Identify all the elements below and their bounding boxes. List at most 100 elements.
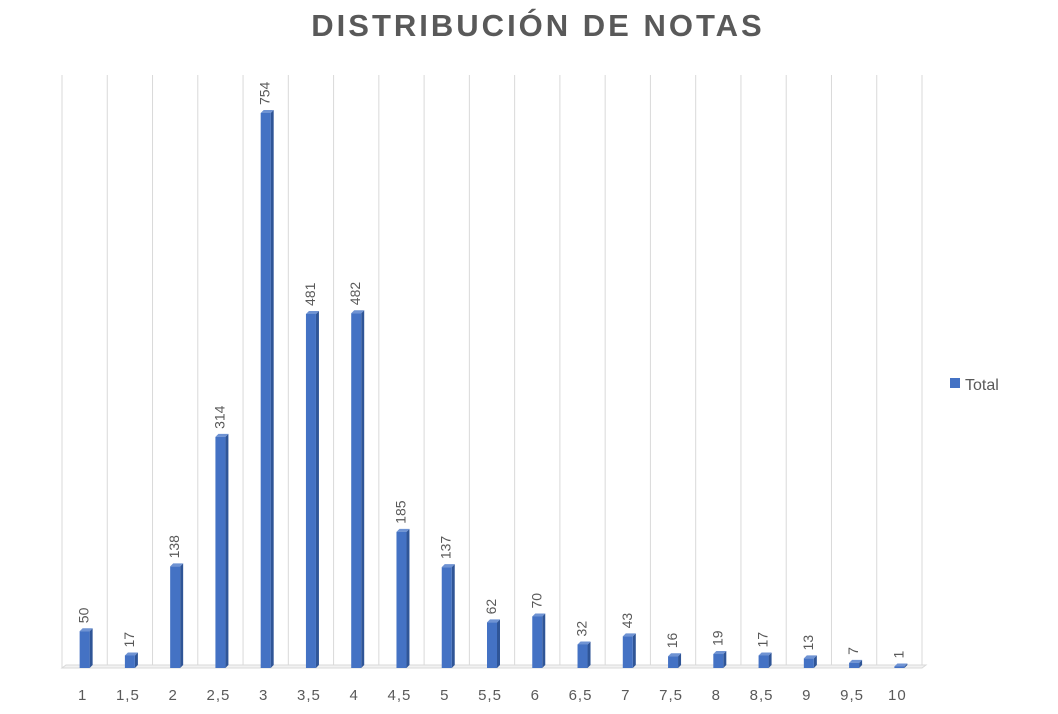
bar-top: [351, 310, 365, 314]
bar-top: [577, 641, 591, 645]
bar-front: [532, 616, 543, 668]
data-label: 32: [574, 621, 590, 637]
x-tick-label: 3,5: [297, 687, 321, 704]
x-tick-label: 6: [531, 687, 540, 704]
x-tick-label: 5: [440, 687, 449, 704]
x-tick-label: 6,5: [569, 687, 593, 704]
bar-top: [441, 564, 455, 568]
bar: [894, 663, 908, 668]
bar-front: [260, 113, 271, 668]
bar-side: [89, 628, 93, 668]
bar-top: [532, 613, 546, 617]
x-tick-label: 10: [888, 687, 907, 704]
bar-top: [894, 663, 908, 667]
bar-side: [587, 641, 591, 668]
data-label: 13: [800, 635, 816, 651]
data-label: 138: [166, 535, 182, 559]
bar-side: [225, 433, 229, 668]
data-label: 17: [755, 632, 771, 648]
bar-front: [351, 313, 362, 668]
data-label: 7: [845, 647, 861, 655]
data-label: 70: [528, 593, 544, 609]
bar-top: [668, 653, 682, 657]
bar-side: [180, 563, 184, 668]
bar: [668, 653, 682, 668]
x-tick-label: 4: [350, 687, 359, 704]
bar-front: [803, 658, 814, 668]
bar: [849, 659, 863, 668]
bar: [758, 652, 772, 668]
bar: [713, 651, 727, 668]
bar-top: [849, 659, 863, 663]
bar-side: [904, 663, 908, 668]
bar: [577, 641, 591, 668]
bar-front: [170, 566, 181, 668]
x-tick-label: 1: [78, 687, 87, 704]
bar-top: [170, 563, 184, 567]
bar: [351, 310, 365, 668]
bar-top: [487, 619, 500, 623]
bar-side: [270, 110, 274, 668]
bar-side: [406, 528, 410, 668]
bar-front: [79, 631, 90, 668]
x-axis-ticks: 1 1,5 2 2,5 3 3,5 4 4,5 5 5,5 6 6,5 7 7,5 8 8,5 9 9,5 10: [78, 687, 907, 704]
x-tick-label: 7: [621, 687, 630, 704]
bar-side: [361, 310, 365, 668]
x-tick-label: 1,5: [116, 687, 140, 704]
bar-top: [215, 433, 229, 437]
legend: Total: [950, 377, 999, 394]
bar-top: [758, 652, 772, 656]
bar: [803, 655, 817, 668]
bar-side: [451, 564, 455, 668]
bar-front: [441, 567, 452, 668]
data-label: 1: [890, 651, 906, 659]
bar-front: [668, 656, 679, 668]
bar-side: [497, 619, 500, 668]
bar: [215, 433, 229, 668]
bar-side: [315, 310, 319, 668]
bar: [170, 563, 184, 668]
x-tick-label: 9: [802, 687, 811, 704]
data-label: 481: [302, 282, 318, 306]
bar: [441, 564, 455, 668]
bar: [487, 619, 500, 668]
bar: [396, 528, 410, 668]
data-label: 62: [483, 599, 499, 615]
bar-series: [79, 110, 908, 668]
bar-front: [124, 655, 135, 668]
data-label: 482: [347, 282, 363, 306]
bar: [622, 633, 636, 668]
x-tick-label: 2: [168, 687, 177, 704]
bar-top: [622, 633, 636, 637]
bar-side: [632, 633, 636, 668]
bar: [305, 310, 319, 668]
data-label: 19: [709, 630, 725, 646]
data-label: 16: [664, 632, 680, 648]
bar-top: [803, 655, 817, 659]
bar-top: [124, 652, 138, 656]
bar-front: [849, 662, 860, 668]
data-label: 50: [76, 607, 92, 623]
bar-side: [813, 655, 817, 668]
bar-side: [859, 659, 863, 668]
grid-lines: [60, 75, 928, 669]
bar: [124, 652, 138, 668]
data-label: 17: [121, 632, 137, 648]
bar-side: [723, 651, 727, 668]
bar-front: [487, 622, 497, 668]
data-label: 43: [619, 613, 635, 629]
bar-top: [713, 651, 727, 655]
legend-swatch: [950, 378, 960, 388]
bar-front: [215, 436, 226, 668]
bar-top: [305, 310, 319, 314]
legend-label: Total: [965, 377, 999, 394]
x-tick-label: 5,5: [478, 687, 502, 704]
bar-top: [396, 528, 410, 532]
bar-top: [260, 110, 274, 113]
bar-front: [894, 666, 905, 668]
data-label: 137: [438, 536, 454, 560]
x-tick-label: 8,5: [750, 687, 774, 704]
x-tick-label: 3: [259, 687, 268, 704]
